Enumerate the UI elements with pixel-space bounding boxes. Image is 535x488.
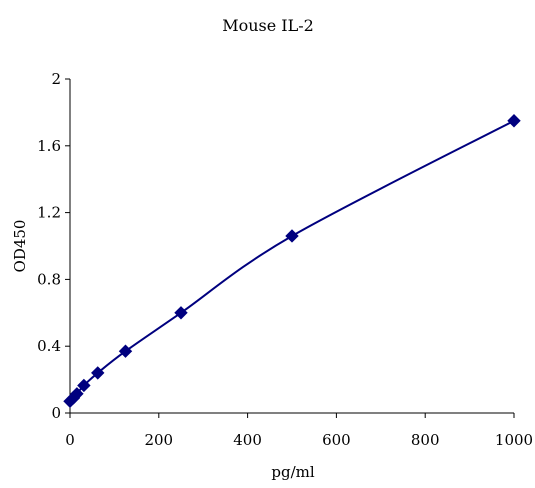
x-tick-label: 200 <box>144 431 173 449</box>
y-tick-label: 0.4 <box>37 337 61 355</box>
data-point <box>77 378 91 393</box>
y-tick-label: 2 <box>51 70 61 88</box>
y-axis: 0 0.4 0.8 1.2 1.6 2 <box>37 70 71 422</box>
x-tick-label: 600 <box>322 431 351 449</box>
data-point <box>118 344 133 358</box>
x-axis-label: pg/ml <box>271 463 314 481</box>
data-point <box>70 387 84 401</box>
chart-title: Mouse IL-2 <box>222 16 314 35</box>
data-point <box>507 114 521 128</box>
y-tick-label: 1.6 <box>37 137 61 155</box>
x-axis: 0 200 400 600 800 1000 <box>65 412 533 449</box>
data-point <box>91 366 105 380</box>
data-point <box>174 306 188 320</box>
x-tick-label: 800 <box>411 431 440 449</box>
x-tick-label: 1000 <box>495 431 533 449</box>
y-axis-label: OD450 <box>11 220 29 273</box>
y-tick-label: 0.8 <box>37 270 61 288</box>
x-tick-label: 400 <box>233 431 262 449</box>
data-point <box>285 229 299 243</box>
x-tick-label: 0 <box>65 431 75 449</box>
fit-curve <box>69 119 515 403</box>
series-layer <box>63 114 521 409</box>
y-tick-label: 1.2 <box>37 204 61 222</box>
y-tick-label: 0 <box>51 404 61 422</box>
